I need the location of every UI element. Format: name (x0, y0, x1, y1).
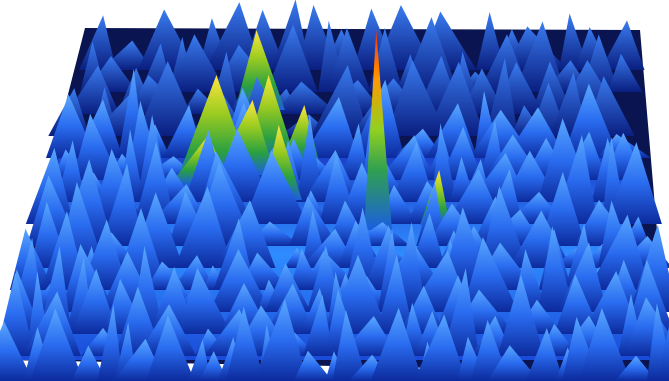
peaks (0, 0, 669, 381)
surface-image (0, 0, 669, 381)
page: (() => { const g = document.getElementBy… (0, 0, 669, 381)
